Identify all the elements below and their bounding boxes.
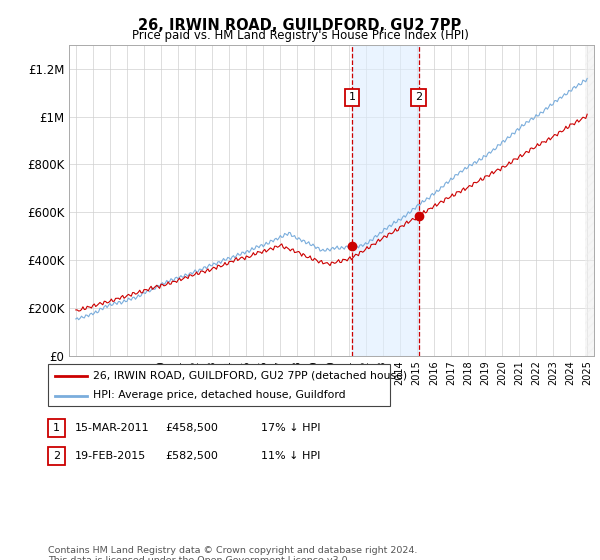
Text: 15-MAR-2011: 15-MAR-2011 bbox=[75, 423, 149, 433]
Text: HPI: Average price, detached house, Guildford: HPI: Average price, detached house, Guil… bbox=[93, 390, 346, 400]
Text: 1: 1 bbox=[349, 92, 355, 102]
Text: 17% ↓ HPI: 17% ↓ HPI bbox=[261, 423, 320, 433]
Text: 2: 2 bbox=[415, 92, 422, 102]
Text: 26, IRWIN ROAD, GUILDFORD, GU2 7PP (detached house): 26, IRWIN ROAD, GUILDFORD, GU2 7PP (deta… bbox=[93, 371, 407, 381]
Text: 11% ↓ HPI: 11% ↓ HPI bbox=[261, 451, 320, 461]
Text: 2: 2 bbox=[53, 451, 60, 461]
Bar bbox=[586, 45, 594, 356]
Text: 26, IRWIN ROAD, GUILDFORD, GU2 7PP: 26, IRWIN ROAD, GUILDFORD, GU2 7PP bbox=[139, 18, 461, 33]
Text: Contains HM Land Registry data © Crown copyright and database right 2024.
This d: Contains HM Land Registry data © Crown c… bbox=[48, 546, 418, 560]
Bar bbox=[352, 45, 419, 356]
Text: £458,500: £458,500 bbox=[165, 423, 218, 433]
Text: £582,500: £582,500 bbox=[165, 451, 218, 461]
Text: 1: 1 bbox=[53, 423, 60, 433]
Text: 19-FEB-2015: 19-FEB-2015 bbox=[75, 451, 146, 461]
Text: Price paid vs. HM Land Registry's House Price Index (HPI): Price paid vs. HM Land Registry's House … bbox=[131, 29, 469, 42]
